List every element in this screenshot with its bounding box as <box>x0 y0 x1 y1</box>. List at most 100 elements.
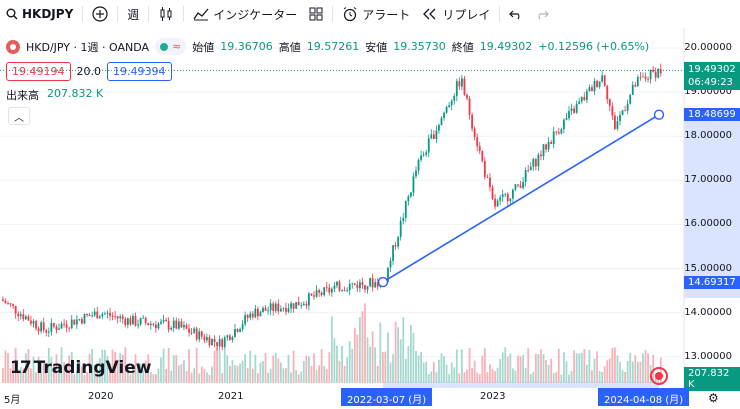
volume-bar <box>626 361 629 383</box>
candle-body <box>111 315 114 317</box>
record-dot-icon <box>655 372 663 380</box>
volume-bar <box>292 350 295 383</box>
candle-body <box>657 68 660 78</box>
time-label-2021: 2021 <box>218 391 244 402</box>
open-value: 19.36706 <box>220 40 273 53</box>
volume-bar <box>491 368 494 383</box>
trendline-drawing[interactable] <box>377 109 665 288</box>
market-status-pill[interactable]: ≈ <box>155 38 187 55</box>
candle-body <box>547 142 550 150</box>
undo-button[interactable] <box>503 0 529 28</box>
volume-bar <box>45 371 48 383</box>
candle-body <box>155 324 157 329</box>
candle-body <box>578 101 581 104</box>
compare-button[interactable] <box>86 0 114 28</box>
candle-body <box>124 318 127 325</box>
candle-body <box>514 184 517 190</box>
volume-bar <box>624 371 626 383</box>
price-tick-label: 19.00000 <box>684 86 732 98</box>
change-value: +0.12596 (+0.65%) <box>538 40 650 53</box>
volume-bar <box>481 355 484 383</box>
candle-body <box>356 284 359 289</box>
wave-icon: ≈ <box>172 40 182 53</box>
divider <box>117 6 119 22</box>
volume-bar <box>496 367 499 383</box>
candle-body <box>264 307 267 311</box>
tradingview-logo[interactable]: 17 TradingView <box>10 358 151 378</box>
record-button[interactable] <box>650 367 668 385</box>
candle-body <box>486 176 489 178</box>
volume-bar <box>522 354 524 383</box>
interval-button[interactable]: 週 <box>121 0 145 28</box>
candle-body <box>308 293 310 306</box>
volume-bar <box>410 325 412 383</box>
volume-bar <box>397 327 400 383</box>
settings-gear-icon[interactable]: ⚙ <box>708 391 719 405</box>
volume-bar <box>315 370 318 383</box>
volume-bar <box>160 357 162 383</box>
volume-bar <box>111 349 114 383</box>
indicators-button[interactable]: インジケーター <box>187 0 303 28</box>
volume-bar <box>228 365 231 383</box>
candle-body <box>425 152 428 155</box>
candle-body <box>244 315 247 325</box>
candle-body <box>126 318 129 325</box>
volume-bar <box>468 347 471 383</box>
candle-body <box>519 185 522 188</box>
candle-body <box>147 322 150 326</box>
redo-button[interactable] <box>529 0 555 28</box>
chevron-up-icon: ︿ <box>14 112 24 124</box>
candle-body <box>659 68 662 74</box>
candlestick-series <box>2 63 662 351</box>
volume-legend: 出来高 207.832 K <box>6 87 103 103</box>
chart-type-button[interactable] <box>152 0 180 28</box>
volume-bar <box>636 361 639 383</box>
volume-bar <box>203 368 206 383</box>
candle-body <box>491 187 494 199</box>
volume-bar <box>524 367 527 383</box>
candle-body <box>323 287 326 296</box>
candle-body <box>165 319 167 322</box>
candle-body <box>336 281 338 286</box>
candle-body <box>430 134 433 139</box>
candle-body <box>208 337 211 346</box>
volume-bar <box>517 355 519 383</box>
volume-bar <box>188 349 190 383</box>
alert-button[interactable]: アラート <box>336 0 416 28</box>
candle-body <box>45 330 48 333</box>
candle-body <box>580 97 583 102</box>
volume-bar <box>593 358 596 383</box>
candle-body <box>397 236 400 247</box>
candle-body <box>463 78 466 95</box>
candle-body <box>506 194 509 202</box>
candle-body <box>234 329 236 338</box>
volume-bar <box>195 347 198 383</box>
candle-body <box>448 105 451 108</box>
candle-body <box>68 327 71 329</box>
candle-body <box>468 98 471 115</box>
chart-canvas[interactable] <box>0 28 740 388</box>
candle-body <box>325 287 328 289</box>
trendline-end-date-tag: 2024-04-08 (月) <box>598 388 690 406</box>
volume-bar <box>356 334 359 383</box>
collapse-legend-button[interactable]: ︿ <box>8 107 30 125</box>
candle-body <box>636 77 639 87</box>
volume-bar <box>402 317 405 383</box>
candle-body <box>445 107 448 113</box>
volume-bar <box>206 372 208 383</box>
sell-price-button[interactable]: 19.49194 <box>6 62 71 81</box>
close-label: 終値 <box>451 40 474 54</box>
volume-bar <box>208 374 211 383</box>
alarm-clock-icon <box>343 7 357 22</box>
volume-bar <box>264 352 267 383</box>
replay-button[interactable]: リプレイ <box>416 0 496 28</box>
layouts-button[interactable] <box>303 0 329 28</box>
top-toolbar: HKDJPY 週 インジケーター <box>0 0 740 28</box>
symbol-search[interactable]: HKDJPY <box>0 0 79 28</box>
candle-body <box>297 302 300 306</box>
candle-body <box>185 325 188 329</box>
candle-body <box>585 91 588 100</box>
buy-price-button[interactable]: 19.49394 <box>107 62 172 81</box>
candle-body <box>75 319 78 325</box>
volume-bar <box>93 364 96 383</box>
